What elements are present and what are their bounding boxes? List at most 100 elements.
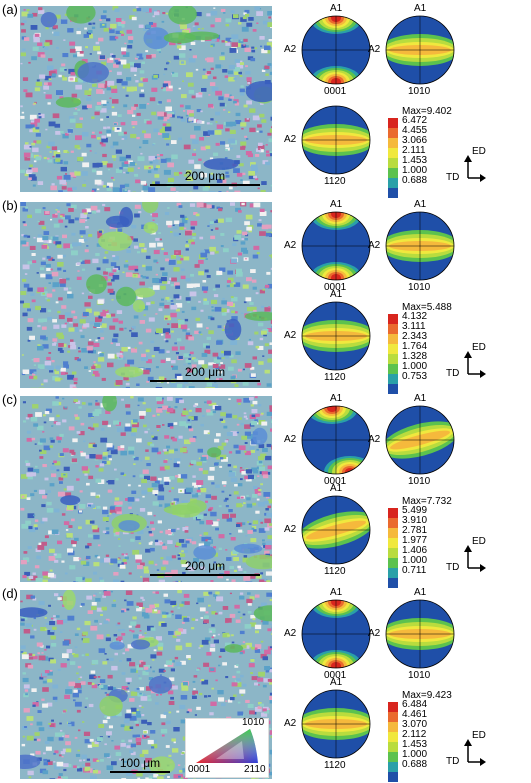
ebsd-map [20,202,272,388]
pole-figure-top-label: A1 [414,3,427,14]
pole-figure-left-label: A2 [284,524,297,535]
legend-swatch [388,702,398,712]
scale-bar-line [110,771,170,773]
ed-axis-label: ED [472,536,486,547]
legend-value: 1.764 [402,341,428,352]
legend-value: 1.000 [402,555,428,566]
td-axis-label: TD [446,368,460,379]
legend-value: 2.112 [402,729,427,740]
ipf-color-key: 0001 1010 2110 [185,717,269,778]
pole-figure-left-label: A2 [284,240,297,251]
pole-figure-1010 [384,598,456,670]
legend-swatch [388,334,398,344]
legend-value: 2.781 [402,525,428,536]
pole-figure-bottom-label: 1010 [408,670,431,681]
legend-value: 1.453 [402,155,428,166]
pole-figure-top-label: A1 [414,199,427,210]
ebsd-map-container [20,202,272,388]
scale-bar-label: 200 μm [184,169,226,183]
ed-axis-label: ED [472,730,486,741]
legend-value: 1.977 [402,535,428,546]
legend-swatch [388,128,398,138]
legend-swatch [388,772,398,782]
ed-axis-label: ED [472,342,486,353]
axes-arrows [464,155,486,182]
panel-label: (b) [2,198,18,213]
legend-value: 0.753 [402,371,428,382]
figure-panel-b: (b) 200 μm A1 A2 0001 A1 A2 1010 A1 A2 1120 Max=5.4… [0,196,531,394]
td-axis-label: TD [446,562,460,573]
pole-figure-bottom-label: 0001 [324,670,347,681]
legend-value: 1.000 [402,165,428,176]
pole-figure-left-label: A2 [284,434,297,445]
pole-figure-1120 [300,688,372,760]
legend-swatch [388,118,398,128]
pole-figure-left-label: A2 [284,134,297,145]
legend-swatch [388,548,398,558]
pole-figure-1010 [384,210,456,282]
pole-figure-bottom-label: 0001 [324,282,347,293]
scale-bar: 200 μm [150,169,260,186]
ebsd-map-container [20,590,272,779]
legend-swatch [388,168,398,178]
pole-figure-top-label: A1 [330,289,343,300]
legend-swatch [388,752,398,762]
pole-figure-left-label: A2 [284,718,297,729]
pole-figure-0001 [300,14,372,86]
panel-label: (a) [2,2,18,17]
legend-value: 2.111 [402,145,426,156]
legend-value: 4.461 [402,709,428,720]
td-axis-label: TD [446,756,460,767]
pole-figure-1120 [300,300,372,372]
ebsd-map-container [20,6,272,192]
legend-swatch [388,178,398,188]
scale-bar-line [150,380,260,382]
legend-swatch [388,138,398,148]
sample-axes: ED TD [446,342,488,379]
legend-swatch [388,364,398,374]
legend-swatch [388,148,398,158]
ipf-label-1010: 1010 [242,717,265,728]
ebsd-map [20,6,272,192]
pole-figure-left-label: A2 [368,240,381,251]
figure-panel-d: (d) 100 μm A1 A2 0001 A1 A2 1010 A1 A2 1120 Max=9.4… [0,584,531,783]
ipf-triangle [196,729,258,763]
legend-swatch [388,374,398,384]
pole-figure-left-label: A2 [368,44,381,55]
legend-value: 0.711 [402,565,427,576]
scale-bar: 200 μm [150,559,260,576]
legend-value: 0.688 [402,175,428,186]
legend-value: 3.066 [402,135,428,146]
pole-figure-left-label: A2 [284,628,297,639]
legend-value: 3.070 [402,719,428,730]
sample-axes: ED TD [446,536,488,573]
legend-value: 6.472 [402,115,428,126]
axes-arrows [464,545,486,572]
legend-max: Max=9.423 [402,690,452,701]
legend-value: 1.000 [402,361,428,372]
legend-swatch [388,538,398,548]
scale-bar-label: 100 μm [119,756,161,770]
legend-swatch [388,528,398,538]
axes-arrows [464,351,486,378]
pole-figure-0001 [300,404,372,476]
scale-bar-label: 200 μm [184,365,226,379]
legend-swatch [388,722,398,732]
legend-swatch [388,732,398,742]
sample-axes: ED TD [446,146,488,183]
panel-label: (c) [2,392,18,407]
scale-bar-line [150,184,260,186]
legend-swatch [388,578,398,588]
legend-swatch [388,354,398,364]
legend-value: 4.132 [402,311,428,322]
legend-swatch [388,518,398,528]
pole-figure-top-label: A1 [330,483,343,494]
figure-panel-a: (a) 200 μm A1 A2 0001 A1 A2 1010 A2 1120 Max=9.402… [0,0,531,198]
pole-figure-bottom-label: 1120 [324,760,346,771]
pole-figure-top-label: A1 [330,677,343,688]
legend-swatch [388,188,398,198]
pole-figure-bottom-label: 1010 [408,86,431,97]
legend-swatch [388,558,398,568]
legend-max: Max=9.402 [402,106,452,117]
pole-figure-left-label: A2 [368,628,381,639]
